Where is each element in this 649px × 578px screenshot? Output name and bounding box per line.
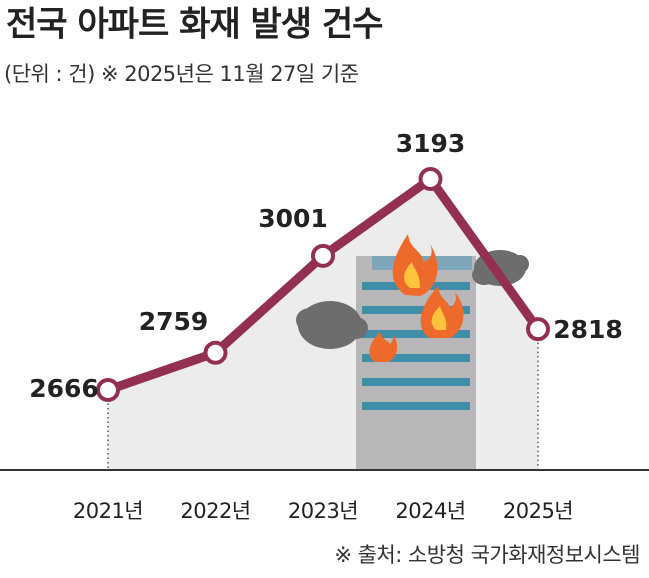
chart-subtitle: (단위 : 건) ※ 2025년은 11월 27일 기준	[4, 62, 359, 86]
data-point	[203, 340, 228, 365]
chart-title: 전국 아파트 화재 발생 건수	[6, 5, 383, 45]
data-label: 3193	[396, 129, 466, 158]
x-tick-label: 2023년	[288, 499, 358, 523]
data-label: 2666	[29, 374, 99, 403]
x-tick-label: 2024년	[395, 499, 465, 523]
source-note: ※ 출처: 소방청 국가화재정보시스템	[334, 543, 640, 567]
data-point	[311, 243, 335, 268]
x-tick-label: 2025년	[503, 499, 573, 523]
data-point	[418, 167, 443, 191]
building-illustration	[296, 234, 529, 470]
x-tick-label: 2021년	[73, 499, 143, 523]
data-point	[526, 317, 550, 342]
data-label: 3001	[258, 204, 328, 233]
data-label: 2759	[139, 307, 209, 336]
data-label: 2818	[553, 315, 623, 344]
data-point	[96, 378, 120, 402]
x-tick-label: 2022년	[180, 499, 250, 523]
